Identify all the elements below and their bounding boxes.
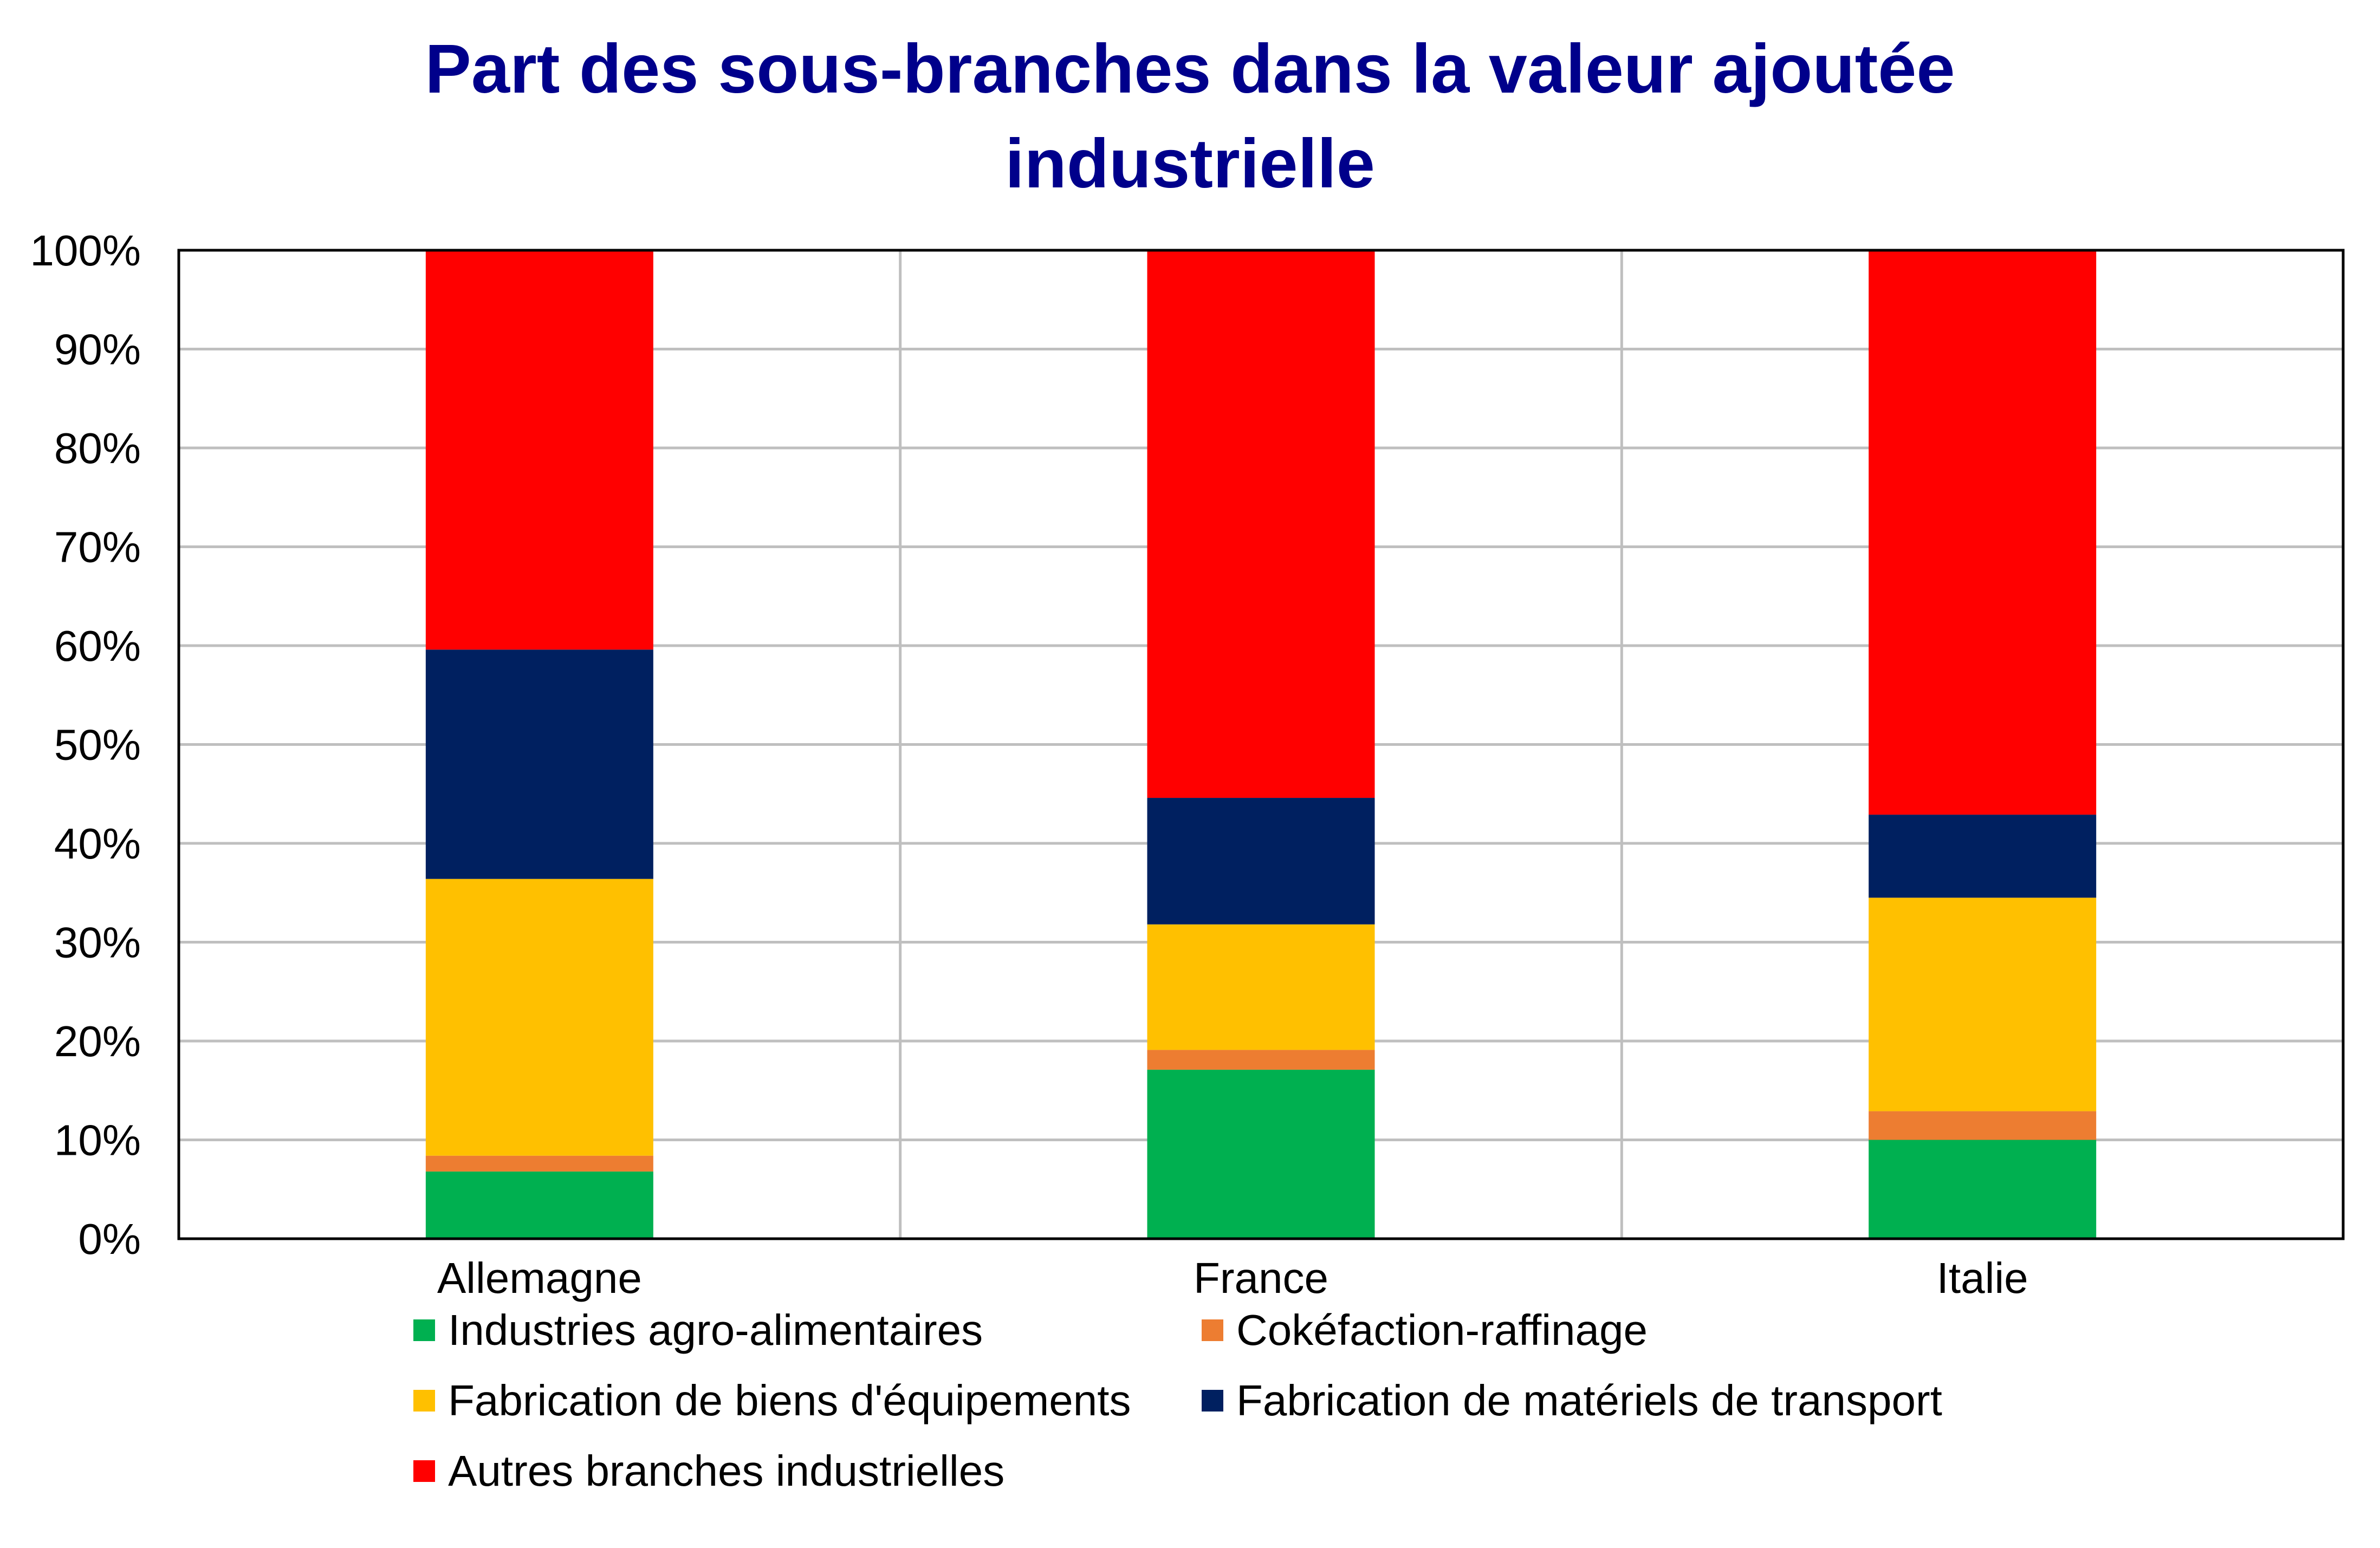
bar-segment — [425, 1171, 653, 1239]
bar-segment — [1869, 250, 2097, 815]
y-tick-label: 80% — [54, 424, 141, 472]
bar-segment — [425, 649, 653, 879]
bar-segment — [1147, 924, 1375, 1050]
y-tick-label: 70% — [54, 523, 141, 571]
y-tick-label: 100% — [30, 226, 141, 275]
chart-title-line-1: Part des sous-branches dans la valeur aj… — [425, 30, 1955, 108]
bar-segment — [1869, 1111, 2097, 1140]
x-tick-label: France — [1194, 1254, 1328, 1302]
x-tick-label: Italie — [1937, 1254, 2028, 1302]
legend-item: Cokéfaction-raffinage — [1202, 1305, 1648, 1355]
y-tick-label: 30% — [54, 919, 141, 967]
y-tick-label: 90% — [54, 326, 141, 374]
legend-label: Fabrication de matériels de transport — [1236, 1376, 1942, 1425]
y-tick-label: 60% — [54, 622, 141, 670]
legend-swatch — [1202, 1390, 1223, 1412]
legend-label: Cokéfaction-raffinage — [1236, 1306, 1648, 1354]
y-tick-label: 20% — [54, 1017, 141, 1065]
legend-swatch — [413, 1390, 435, 1412]
labels-layer: 0% 10% 20% 30% 40% 50% 60% 70% 80% 90% 100% Allemag… — [30, 226, 2028, 1302]
plot-frame — [177, 249, 2345, 1240]
legend-swatch — [413, 1460, 435, 1482]
bars-layer — [425, 250, 2097, 1239]
legend-label: Autres branches industrielles — [448, 1447, 1005, 1495]
legend-item: Fabrication de matériels de transport — [1202, 1376, 1942, 1426]
y-tick-label: 10% — [54, 1116, 141, 1165]
legend-label: Industries agro-alimentaires — [448, 1306, 983, 1354]
bar-segment — [425, 879, 653, 1156]
bar-segment — [425, 250, 653, 650]
legend-swatch — [1202, 1319, 1223, 1341]
bar-segment — [1147, 250, 1375, 798]
bar-segment — [1147, 1050, 1375, 1070]
legend-item: Autres branches industrielles — [413, 1446, 1004, 1496]
bar-segment — [1147, 798, 1375, 925]
bar-segment — [1147, 1069, 1375, 1239]
y-tick-label: 0% — [78, 1215, 141, 1263]
bar-segment — [1869, 897, 2097, 1111]
x-tick-label: Allemagne — [437, 1254, 642, 1302]
chart-title-line-2: industrielle — [1005, 125, 1375, 203]
y-tick-label: 50% — [54, 721, 141, 769]
axis-layer — [177, 249, 2345, 1240]
legend-swatch — [413, 1319, 435, 1341]
y-tick-label: 40% — [54, 819, 141, 868]
legend-item: Fabrication de biens d'équipements — [413, 1376, 1131, 1426]
bar-segment — [425, 1155, 653, 1172]
bar-segment — [1869, 1140, 2097, 1239]
bar-segment — [1869, 815, 2097, 898]
legend-label: Fabrication de biens d'équipements — [448, 1376, 1131, 1425]
legend-item: Industries agro-alimentaires — [413, 1305, 983, 1355]
chart-title: Part des sous-branches dans la valeur aj… — [0, 22, 2380, 211]
